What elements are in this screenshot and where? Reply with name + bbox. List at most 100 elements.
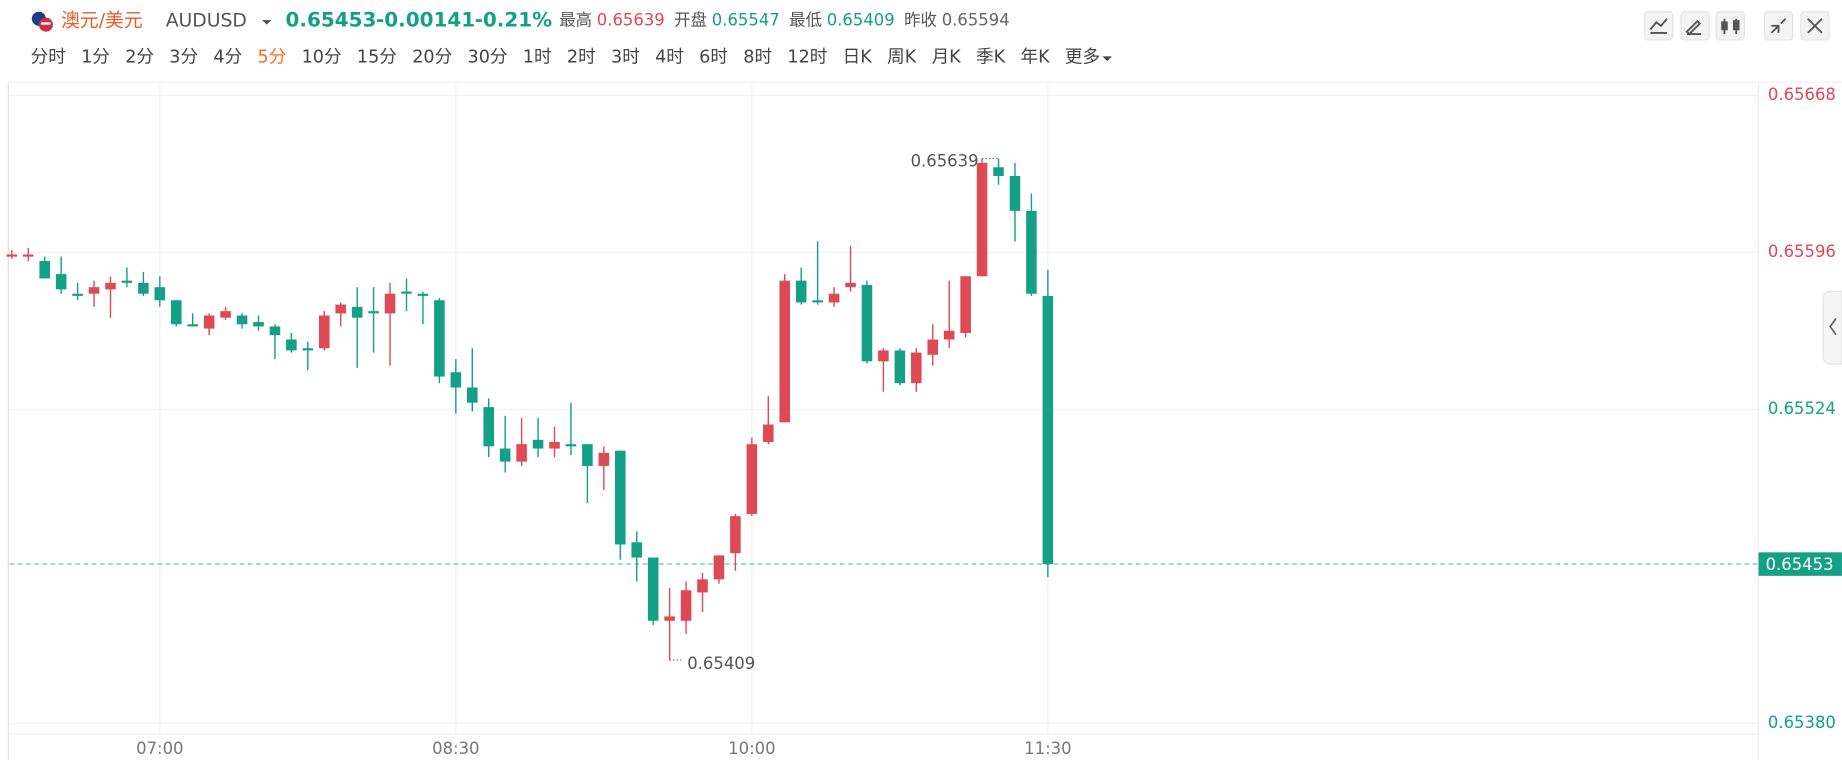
candle-body	[1042, 295, 1054, 565]
timeframe-tab[interactable]: 周K	[887, 48, 917, 68]
candle-body	[680, 590, 692, 621]
candle-body	[384, 293, 396, 314]
candle-body	[795, 280, 807, 303]
more-caret	[1102, 56, 1112, 62]
change: -0.00141	[376, 8, 475, 32]
candle-body	[105, 282, 116, 290]
timeframe-tab[interactable]: 4时	[655, 48, 684, 68]
candle-body	[516, 444, 527, 462]
candle-body	[976, 162, 988, 277]
x-tick-label: 08:30	[432, 739, 479, 758]
timeframe-tab[interactable]: 3时	[611, 48, 640, 68]
candle-body	[22, 254, 34, 257]
x-tick-label: 07:00	[136, 739, 183, 758]
stat-label: 昨收	[904, 11, 937, 30]
timeframe-tab[interactable]: 6时	[699, 48, 728, 68]
candle-body	[993, 167, 1004, 176]
timeframe-tab[interactable]: 5分	[257, 48, 286, 68]
timeframe-tab[interactable]: 12时	[787, 48, 827, 68]
candle-body	[253, 322, 264, 327]
candle-body	[417, 293, 429, 296]
candle-body	[286, 339, 297, 351]
candle-body	[368, 311, 379, 314]
candle-body	[861, 285, 873, 362]
candle-body	[911, 352, 922, 384]
timeframe-tab[interactable]: 15分	[357, 48, 397, 68]
timeframe-tab[interactable]: 分时	[31, 48, 66, 68]
symbol-dropdown[interactable]	[262, 19, 272, 25]
symbol[interactable]: AUDUSD	[166, 11, 247, 32]
stat-value: 0.65639	[597, 11, 665, 30]
candle-body	[351, 306, 363, 318]
candle-body	[318, 315, 330, 349]
candle-body	[466, 387, 478, 403]
min-label: 0.65409	[687, 654, 755, 673]
candle-body	[532, 439, 544, 449]
candle-body	[121, 280, 133, 283]
candle-body	[960, 276, 971, 333]
timeframe-tab[interactable]: 10分	[302, 48, 342, 68]
candle-body	[549, 441, 560, 449]
candle-body	[72, 293, 83, 296]
x-tick-label: 10:00	[728, 739, 775, 758]
timeframe-tab[interactable]: 4分	[213, 48, 242, 68]
candle-body	[812, 300, 823, 303]
timeframe-tab[interactable]: 30分	[468, 48, 508, 68]
flag-icon	[31, 11, 53, 32]
timeframe-tab[interactable]: 1分	[81, 48, 110, 68]
candle-body	[138, 282, 149, 294]
tool-indicator[interactable]	[1643, 11, 1674, 41]
candle-body	[483, 407, 495, 447]
candle-body	[269, 326, 281, 336]
tool-type[interactable]	[1715, 11, 1746, 41]
change-pct: -0.21%	[475, 8, 553, 32]
timeframe-tab[interactable]: 2时	[567, 48, 596, 68]
y-tick-label: 0.65380	[1768, 713, 1836, 732]
candle-body	[55, 274, 67, 290]
timeframe-tab[interactable]: 年K	[1020, 48, 1050, 68]
timeframe-tab[interactable]: 更多	[1065, 48, 1100, 68]
candle-body	[697, 579, 708, 593]
candle-body	[220, 311, 231, 318]
candle-body	[713, 555, 725, 580]
side-collapse[interactable]	[1822, 290, 1842, 365]
candle-body	[615, 450, 626, 545]
candle-body	[335, 304, 347, 314]
candle-body	[565, 444, 577, 447]
candle-body	[203, 315, 215, 329]
stat-label: 最高	[559, 11, 592, 30]
timeframe-tab[interactable]: 3分	[169, 48, 198, 68]
candle-body	[730, 516, 741, 554]
timeframe-tab[interactable]: 季K	[976, 48, 1006, 68]
candle-body	[434, 300, 445, 377]
candle-body	[39, 261, 50, 279]
toolbar-glyphs	[1649, 18, 1823, 36]
stat-value: 0.65409	[827, 11, 895, 30]
candle-body	[631, 542, 643, 558]
candle-body	[236, 315, 248, 325]
timeframe-tab[interactable]: 1时	[523, 48, 552, 68]
candle-body	[154, 287, 166, 301]
candle-body	[647, 557, 659, 621]
candle-body	[746, 444, 758, 514]
candle-body	[88, 287, 100, 294]
timeframe-tab[interactable]: 20分	[412, 48, 452, 68]
candle-body	[450, 372, 462, 388]
candle-body	[598, 452, 610, 466]
timeframe-tab[interactable]: 日K	[843, 48, 873, 68]
x-tick-label: 11:30	[1024, 739, 1071, 758]
tool-draw[interactable]	[1680, 11, 1710, 41]
candle-body	[894, 350, 906, 384]
candle-body	[1026, 210, 1037, 294]
stat-value: 0.65547	[712, 11, 780, 30]
timeframe-tab[interactable]: 2分	[125, 48, 154, 68]
y-tick-label: 0.65668	[1768, 85, 1836, 104]
timeframe-tab[interactable]: 8时	[743, 48, 772, 68]
candle-body	[6, 254, 18, 257]
candle-body	[1009, 175, 1021, 211]
candle-body	[943, 330, 955, 340]
timeframe-tab[interactable]: 月K	[932, 48, 962, 68]
candle-body	[845, 282, 856, 288]
